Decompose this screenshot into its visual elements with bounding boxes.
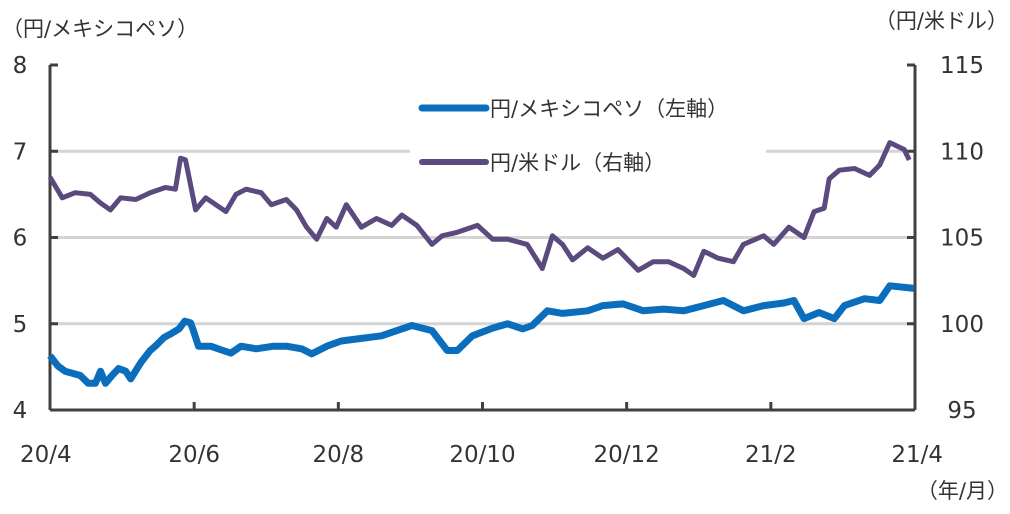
x-tick-label: 21/2 bbox=[745, 442, 797, 468]
left-tick-label: 4 bbox=[13, 398, 28, 424]
legend-background bbox=[410, 86, 766, 190]
left-tick-label: 6 bbox=[13, 226, 28, 252]
right-tick-label: 95 bbox=[947, 398, 976, 424]
x-tick-label: 20/10 bbox=[449, 442, 515, 468]
left-tick-label: 8 bbox=[13, 53, 28, 79]
series-line-jpy-mxn bbox=[47, 282, 915, 387]
left-tick-label: 5 bbox=[13, 312, 28, 338]
legend-label-usd: 円/米ドル（右軸） bbox=[490, 151, 665, 175]
right-tick-label: 110 bbox=[940, 139, 984, 165]
x-unit-label: （年/月） bbox=[917, 479, 1008, 503]
x-tick-label: 20/8 bbox=[313, 442, 365, 468]
left-tick-label: 7 bbox=[13, 139, 28, 165]
legend-label-peso: 円/メキシコペソ（左軸） bbox=[490, 97, 728, 121]
x-tick-label: 20/6 bbox=[168, 442, 220, 468]
x-tick-label: 20/4 bbox=[20, 442, 72, 468]
legend: 円/メキシコペソ（左軸） 円/米ドル（右軸） bbox=[410, 86, 766, 190]
left-axis-label: （円/メキシコペソ） bbox=[2, 17, 198, 41]
x-tick-label: 20/12 bbox=[594, 442, 660, 468]
series-line-jpy-usd bbox=[47, 140, 912, 278]
right-tick-label: 100 bbox=[940, 312, 984, 338]
right-tick-label: 115 bbox=[940, 53, 984, 79]
right-axis-label: （円/米ドル） bbox=[875, 9, 1008, 33]
right-tick-label: 105 bbox=[940, 226, 984, 252]
x-tick-label: 21/4 bbox=[891, 442, 943, 468]
